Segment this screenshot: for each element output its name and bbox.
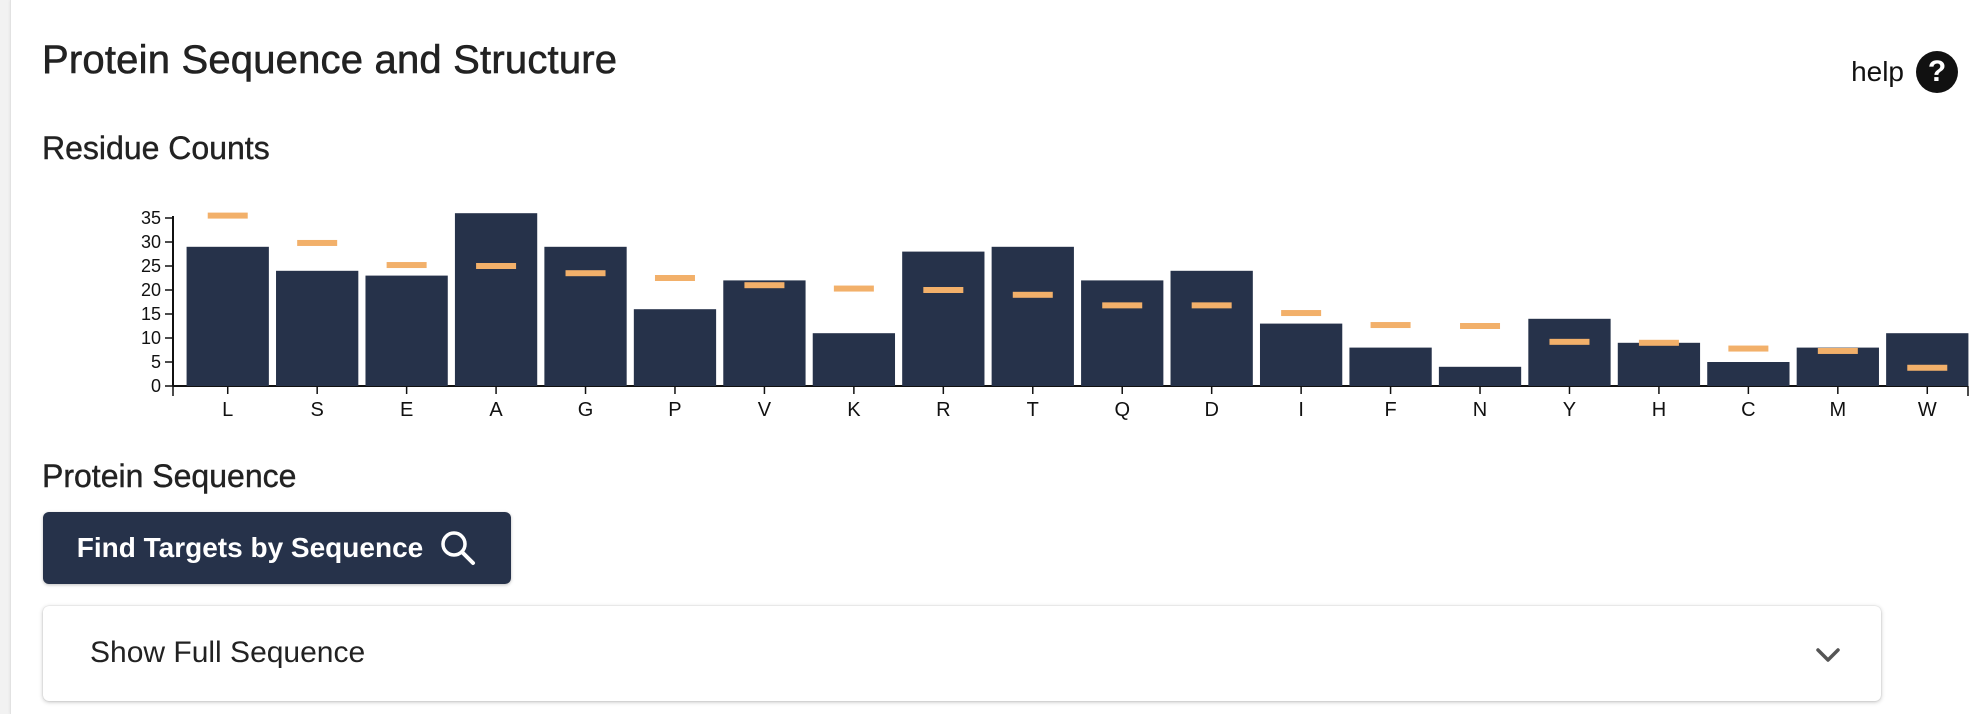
marker (386, 262, 427, 269)
bar (276, 270, 359, 386)
marker (207, 212, 248, 219)
residue-counts-heading: Residue Counts (42, 130, 270, 166)
y-tick-label: 15 (141, 304, 161, 324)
x-tick-label: T (1027, 399, 1039, 421)
bar (1707, 362, 1790, 386)
x-tick-label: W (1918, 399, 1937, 421)
bar (544, 246, 627, 386)
bar (1528, 318, 1611, 386)
marker (1460, 323, 1501, 329)
residue-counts-chart: 0 5 10 15 20 25 30 35 L S E A G P V K R T Q D I F N Y H C M W (141, 208, 1969, 421)
bar (454, 213, 538, 386)
marker (1012, 291, 1053, 298)
find-targets-by-sequence-button[interactable]: Find Targets by Sequence (43, 512, 511, 584)
marker (565, 270, 606, 277)
x-tick-label: N (1473, 399, 1487, 421)
bar (812, 333, 896, 386)
y-tick-label: 20 (141, 280, 161, 300)
y-tick-label: 30 (141, 232, 161, 252)
bar (991, 246, 1074, 386)
find-targets-label: Find Targets by Sequence (76, 532, 424, 563)
x-tick-label: R (936, 399, 950, 421)
marker (744, 282, 785, 289)
bar (723, 280, 806, 386)
marker (1281, 310, 1322, 317)
bar (1886, 333, 1969, 386)
page-title: Protein Sequence and Structure (42, 38, 618, 83)
x-tick-label: M (1829, 399, 1846, 421)
show-full-sequence-expander[interactable]: Show Full Sequence (43, 606, 1881, 701)
bar (1081, 280, 1164, 386)
x-tick-label: L (222, 399, 233, 421)
bar (1259, 323, 1343, 386)
marker (1817, 347, 1858, 354)
bar (365, 275, 448, 386)
marker (833, 285, 874, 292)
marker (1102, 302, 1143, 309)
protein-sequence-heading: Protein Sequence (42, 458, 297, 494)
help-button[interactable]: help ? (1851, 50, 1958, 94)
marker (1728, 345, 1769, 352)
x-tick-label: K (847, 399, 861, 421)
marker (1907, 364, 1948, 371)
marker (654, 275, 695, 281)
y-tick-label: 25 (141, 256, 161, 276)
bar (902, 251, 985, 386)
y-tick-label: 35 (141, 208, 161, 228)
marker (476, 263, 517, 269)
x-tick-label: S (311, 399, 324, 421)
chevron-down-icon[interactable] (1813, 640, 1843, 670)
bar (186, 246, 269, 386)
y-tick-label: 5 (151, 352, 161, 372)
bar (1438, 366, 1522, 386)
marker (297, 239, 338, 246)
x-tick-label: H (1652, 399, 1666, 421)
bar (1617, 342, 1701, 386)
marker (1638, 339, 1679, 346)
marker (1191, 302, 1232, 309)
question-circle-icon[interactable]: ? (1916, 51, 1958, 93)
y-tick-label: 10 (141, 328, 161, 348)
x-tick-label: V (758, 399, 772, 421)
x-tick-label: I (1298, 399, 1304, 421)
x-tick-label: E (400, 399, 413, 421)
bar (1170, 270, 1253, 386)
x-tick-label: G (578, 399, 594, 421)
x-tick-label: C (1741, 399, 1755, 421)
bar (1796, 347, 1879, 386)
x-tick-label: Y (1563, 399, 1576, 421)
show-full-sequence-label: Show Full Sequence (90, 636, 366, 669)
marker (923, 287, 964, 293)
x-tick-label: D (1204, 399, 1218, 421)
x-tick-label: A (489, 399, 503, 421)
bar (633, 309, 717, 386)
y-tick-label: 0 (151, 376, 161, 396)
help-label: help (1851, 56, 1904, 87)
bar (1349, 347, 1432, 386)
x-tick-label: P (668, 399, 681, 421)
x-tick-label: F (1384, 399, 1396, 421)
x-tick-label: Q (1114, 399, 1130, 421)
marker (1370, 322, 1411, 329)
search-icon (441, 531, 476, 565)
protein-sequence-card: Protein Sequence and Structure help ? Re… (10, 0, 1980, 714)
marker (1549, 338, 1590, 345)
